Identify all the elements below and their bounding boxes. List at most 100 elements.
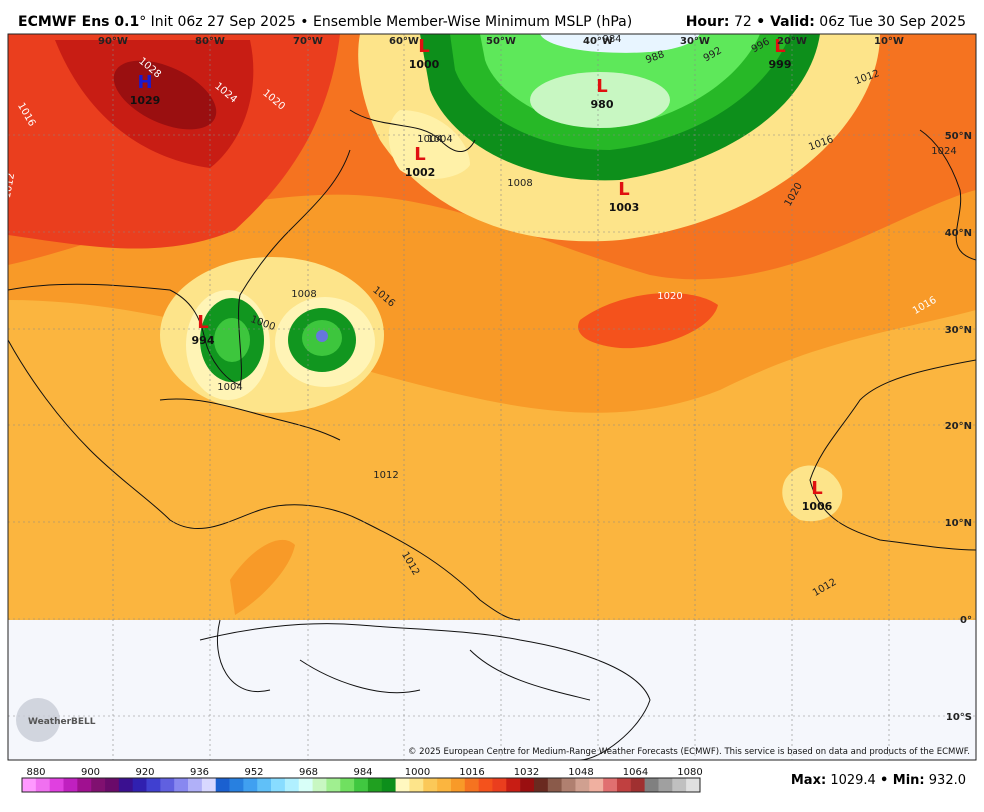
lat-label: 30°N (945, 325, 972, 336)
contour-label: 1012 (373, 470, 398, 481)
field-984 (530, 72, 670, 128)
storm-eye (316, 330, 328, 342)
colorbar-swatch (243, 778, 258, 792)
colorbar-swatch (658, 778, 673, 792)
map-frame (7, 33, 977, 761)
colorbar-swatch (257, 778, 272, 792)
colorbar-swatch (22, 778, 37, 792)
lat-label: 50°N (945, 131, 972, 142)
colorbar-swatch (423, 778, 438, 792)
colorbar-swatch (409, 778, 424, 792)
contour-label: 1012 (2, 172, 17, 199)
colorbar-swatch (575, 778, 590, 792)
lon-label: 90°W (98, 36, 128, 47)
center-value: 999 (769, 58, 792, 71)
colorbar-tick-label: 984 (353, 767, 372, 778)
max-label: Max: (791, 773, 826, 788)
colorbar-tick-label: 1080 (677, 767, 702, 778)
colorbar-swatch (215, 778, 230, 792)
logo: WeatherBELL (16, 698, 96, 742)
copyright: © 2025 European Centre for Medium-Range … (408, 747, 970, 757)
center-symbol: L (774, 36, 785, 57)
colorbar-swatch (561, 778, 576, 792)
contour-label: 1024 (931, 146, 956, 157)
lat-lon-labels: 90°W 80°W 70°W 60°W 50°W 40°W 30°W 20°W 10°W 50°N… (98, 36, 972, 723)
field-1020-blob (578, 293, 718, 349)
colorbar-tick-label: 880 (26, 767, 45, 778)
center-symbol: L (197, 312, 208, 333)
logo-swirl (16, 698, 60, 742)
colorbar-tick-label: 1048 (568, 767, 593, 778)
field-high (113, 60, 217, 130)
colorbar-tick-label: 1016 (459, 767, 484, 778)
coast-cuba (159, 398, 341, 441)
colorbar-swatch (77, 778, 92, 792)
colorbar-swatch (35, 778, 50, 792)
colorbar-swatch (340, 778, 355, 792)
colorbar-swatch (616, 778, 632, 792)
field-1004 (388, 110, 470, 180)
colorbar-tick-label: 968 (299, 767, 318, 778)
center-symbol: L (418, 36, 429, 57)
hour-label: Hour: (686, 14, 730, 30)
min-label: • Min: (880, 773, 925, 788)
contour-label: 1004 (217, 382, 242, 393)
colorbar-swatch (644, 778, 659, 792)
center-value: 1000 (409, 58, 440, 71)
colorbar-swatch (63, 778, 78, 792)
contour-label: 1008 (291, 289, 316, 300)
center-symbol: L (618, 179, 629, 200)
colorbar-swatch (298, 778, 313, 792)
colorbar-tick-label: 1000 (405, 767, 430, 778)
lon-label: 30°W (680, 36, 710, 47)
center-value: 1002 (405, 166, 436, 179)
hour: 72 (734, 14, 752, 30)
colorbar-tick-label: 1064 (623, 767, 648, 778)
coast-africa (809, 359, 976, 551)
colorbar-tick-label: 952 (244, 767, 263, 778)
colorbar-swatch (118, 778, 133, 792)
center-value: 980 (591, 98, 614, 111)
colorbar: 880 900 920 936 952 968 984 1000 1016 1032 1048 106… (21, 767, 703, 793)
colorbar-swatch (630, 778, 645, 792)
lon-label: 10°W (874, 36, 904, 47)
colorbar-swatch (174, 778, 189, 792)
colorbar-tick-label: 920 (135, 767, 154, 778)
colorbar-swatch (672, 778, 687, 792)
center-symbol: H (137, 72, 152, 93)
lon-label: 80°W (195, 36, 225, 47)
colorbar-swatch (367, 778, 383, 792)
center-value: 1029 (130, 94, 161, 107)
colorbar-tick-label: 900 (81, 767, 100, 778)
colorbar-swatch (603, 778, 618, 792)
colorbar-swatch (381, 778, 396, 792)
colorbar-swatch (271, 778, 286, 792)
colorbar-swatch (229, 778, 244, 792)
lat-label: 10°N (945, 518, 972, 529)
contour-label: 1004 (427, 134, 452, 145)
borders-sa (216, 619, 591, 701)
colorbar-tick-label: 1032 (514, 767, 539, 778)
valid: 06z Tue 30 Sep 2025 (819, 14, 966, 30)
colorbar-frame (21, 777, 701, 793)
center-value: 1006 (802, 500, 833, 513)
colorbar-swatch (533, 778, 549, 792)
max-min: Max: 1029.4 • Min: 932.0 (791, 773, 966, 788)
colorbar-swatch (589, 778, 604, 792)
lon-label: 50°W (486, 36, 516, 47)
coastlines (8, 109, 976, 760)
colorbar-swatch (326, 778, 341, 792)
graticule (8, 34, 976, 760)
center-value: 994 (192, 334, 215, 347)
coast-us (8, 149, 351, 386)
colorbar-swatch (464, 778, 479, 792)
colorbar-tick-label: 936 (190, 767, 209, 778)
colorbar-swatch (146, 778, 161, 792)
min: 932.0 (929, 773, 966, 788)
field-andes (230, 539, 295, 615)
masked-region (8, 620, 976, 760)
center-symbol: L (596, 76, 607, 97)
lat-label: 40°N (945, 228, 972, 239)
